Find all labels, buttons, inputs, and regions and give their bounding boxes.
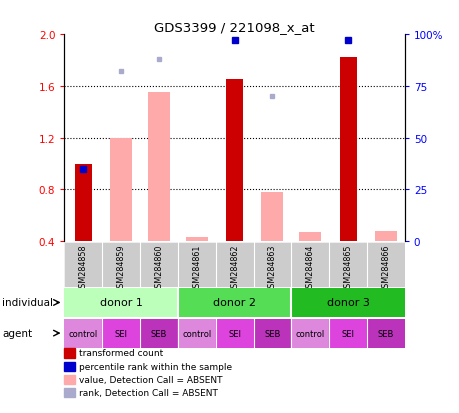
Bar: [102, 319, 140, 348]
Bar: [148, 93, 170, 242]
Title: GDS3399 / 221098_x_at: GDS3399 / 221098_x_at: [154, 21, 314, 34]
Text: control: control: [68, 329, 98, 338]
Bar: [178, 288, 291, 317]
Bar: [178, 319, 215, 348]
Bar: [339, 58, 356, 242]
Text: donor 3: donor 3: [326, 298, 369, 308]
Text: GSM284864: GSM284864: [305, 244, 314, 292]
Text: control: control: [295, 329, 324, 338]
Text: GSM284865: GSM284865: [343, 244, 352, 292]
Bar: [140, 242, 178, 287]
Bar: [75, 164, 92, 242]
Bar: [329, 242, 366, 287]
Text: value, Detection Call = ABSENT: value, Detection Call = ABSENT: [79, 375, 222, 384]
Bar: [261, 192, 283, 242]
Text: GSM284858: GSM284858: [78, 244, 88, 292]
Text: GSM284862: GSM284862: [230, 244, 239, 292]
Text: SEB: SEB: [377, 329, 393, 338]
Text: transformed count: transformed count: [79, 349, 163, 358]
Text: GSM284863: GSM284863: [267, 244, 276, 292]
Bar: [178, 242, 215, 287]
Bar: [253, 319, 291, 348]
Text: SEB: SEB: [151, 329, 167, 338]
Bar: [226, 80, 243, 242]
Bar: [64, 319, 102, 348]
Text: rank, Detection Call = ABSENT: rank, Detection Call = ABSENT: [79, 388, 218, 397]
Text: GSM284859: GSM284859: [117, 244, 125, 293]
Text: GSM284861: GSM284861: [192, 244, 201, 292]
Bar: [291, 319, 329, 348]
Text: SEB: SEB: [263, 329, 280, 338]
Bar: [140, 319, 178, 348]
Bar: [366, 242, 404, 287]
Bar: [374, 231, 396, 242]
Text: agent: agent: [2, 328, 32, 338]
Text: SEI: SEI: [341, 329, 354, 338]
Bar: [64, 242, 102, 287]
Text: donor 1: donor 1: [100, 298, 142, 308]
Bar: [215, 319, 253, 348]
Text: SEI: SEI: [228, 329, 241, 338]
Bar: [366, 319, 404, 348]
Bar: [110, 138, 132, 242]
Text: SEI: SEI: [114, 329, 127, 338]
Text: individual: individual: [2, 298, 53, 308]
Bar: [185, 238, 207, 242]
Bar: [64, 288, 178, 317]
Text: GSM284860: GSM284860: [154, 244, 163, 292]
Bar: [329, 319, 366, 348]
Text: donor 2: donor 2: [213, 298, 256, 308]
Text: percentile rank within the sample: percentile rank within the sample: [79, 362, 232, 371]
Bar: [215, 242, 253, 287]
Bar: [64, 388, 74, 397]
Bar: [102, 242, 140, 287]
Bar: [291, 288, 404, 317]
Bar: [291, 242, 329, 287]
Text: GSM284866: GSM284866: [381, 244, 390, 292]
Bar: [298, 233, 320, 242]
Bar: [64, 362, 74, 371]
Bar: [253, 242, 291, 287]
Text: control: control: [182, 329, 211, 338]
Bar: [64, 349, 74, 358]
Bar: [64, 375, 74, 384]
